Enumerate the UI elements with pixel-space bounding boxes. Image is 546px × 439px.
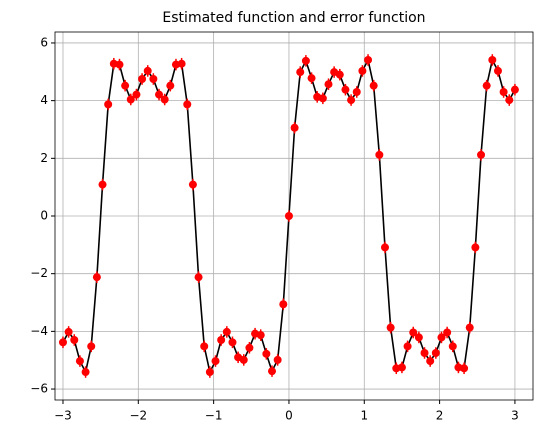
data-point (510, 85, 519, 94)
y-tick-label: 4 (40, 93, 48, 107)
data-point (284, 212, 293, 220)
data-point (341, 85, 350, 94)
y-tick-label: −2 (30, 266, 48, 280)
x-tick-label: 3 (511, 409, 519, 423)
data-point (448, 342, 457, 351)
chart-title: Estimated function and error function (162, 10, 425, 26)
data-point (166, 81, 175, 90)
data-point (177, 59, 186, 68)
data-point (194, 273, 203, 282)
data-point (482, 81, 491, 90)
data-point (104, 100, 113, 109)
data-point (493, 66, 502, 75)
data-point (155, 90, 164, 99)
data-point (386, 323, 395, 332)
data-point (87, 342, 96, 351)
data-point (126, 95, 135, 104)
data-point (324, 80, 333, 89)
data-point (70, 336, 79, 345)
data-point (222, 327, 231, 336)
data-point (75, 357, 84, 366)
data-point (92, 273, 101, 282)
data-point (149, 75, 158, 84)
data-point (364, 55, 373, 64)
data-point (58, 338, 67, 347)
data-point (205, 368, 214, 377)
data-point (488, 55, 497, 64)
data-point (115, 60, 124, 69)
data-point (471, 243, 480, 252)
data-point (380, 243, 389, 252)
data-point (505, 96, 514, 105)
data-point (256, 331, 265, 340)
data-point (460, 364, 469, 373)
data-point (217, 336, 226, 345)
data-point (431, 348, 440, 357)
data-point (301, 56, 310, 65)
x-tick-label: −1 (205, 409, 223, 423)
data-point (121, 81, 130, 90)
data-point (183, 100, 192, 109)
data-point (143, 66, 152, 75)
axes-frame (54, 31, 534, 401)
data-point (296, 68, 305, 77)
data-point (188, 180, 197, 189)
data-point (347, 96, 356, 105)
x-tick-label: −2 (129, 409, 147, 423)
data-point (132, 90, 141, 99)
data-point (138, 75, 147, 84)
data-point (403, 342, 412, 351)
x-tick-label: 0 (285, 409, 293, 423)
data-point (64, 327, 73, 336)
data-point (375, 150, 384, 159)
data-point (211, 357, 220, 366)
y-tick-label: 6 (40, 35, 48, 49)
data-point (414, 333, 423, 342)
data-point (81, 368, 90, 377)
data-point (409, 328, 418, 337)
y-tick-label: 2 (40, 151, 48, 165)
data-point (397, 363, 406, 372)
data-point (160, 95, 169, 104)
data-point (437, 333, 446, 342)
data-point (307, 74, 316, 83)
y-tick-label: 0 (40, 209, 48, 223)
data-point (318, 94, 327, 103)
data-point (443, 328, 452, 337)
data-point (279, 300, 288, 309)
data-point (352, 87, 361, 96)
x-tick-label: −3 (54, 409, 72, 423)
data-point (239, 355, 248, 364)
x-tick-label: 1 (360, 409, 368, 423)
data-point (228, 338, 237, 347)
data-point (420, 348, 429, 357)
data-point (200, 342, 209, 351)
data-point (290, 123, 299, 132)
data-point (245, 343, 254, 352)
y-tick-label: −6 (30, 382, 48, 396)
data-point (477, 150, 486, 159)
data-point (426, 357, 435, 366)
data-point (499, 87, 508, 96)
data-point (369, 81, 378, 90)
y-tick-label: −4 (30, 324, 48, 338)
data-point (273, 355, 282, 364)
data-point (358, 66, 367, 75)
data-point (335, 70, 344, 79)
data-point (465, 323, 474, 332)
data-point (262, 349, 271, 358)
x-tick-label: 2 (436, 409, 444, 423)
data-point (268, 367, 277, 376)
data-point (98, 180, 107, 189)
